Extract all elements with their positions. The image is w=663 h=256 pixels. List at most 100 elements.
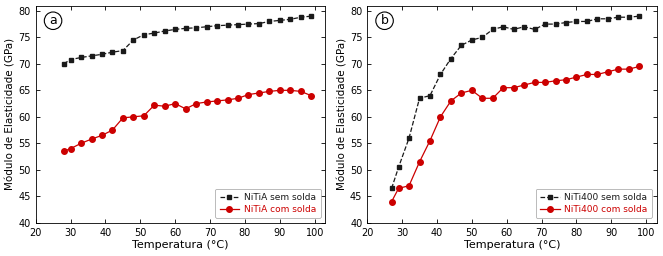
NiTi400 sem solda bbox=[478, 36, 486, 39]
NiTiA sem solda bbox=[203, 25, 211, 28]
Y-axis label: Módulo de Elasticidade (GPa): Módulo de Elasticidade (GPa) bbox=[337, 38, 347, 190]
NiTiA sem solda bbox=[66, 58, 74, 61]
NiTi400 com solda bbox=[615, 68, 623, 71]
NiTi400 sem solda bbox=[394, 166, 402, 169]
NiTiA com solda bbox=[276, 89, 284, 92]
NiTi400 com solda bbox=[552, 79, 560, 82]
NiTi400 sem solda bbox=[436, 73, 444, 76]
NiTi400 com solda bbox=[468, 89, 476, 92]
NiTiA com solda bbox=[77, 142, 85, 145]
NiTiA com solda bbox=[213, 99, 221, 102]
X-axis label: Temperatura (°C): Temperatura (°C) bbox=[463, 240, 560, 250]
NiTiA sem solda bbox=[119, 49, 127, 52]
NiTi400 sem solda bbox=[520, 25, 528, 28]
NiTiA com solda bbox=[223, 98, 231, 101]
NiTiA sem solda bbox=[129, 38, 137, 41]
NiTiA com solda bbox=[307, 94, 315, 97]
NiTiA com solda bbox=[192, 102, 200, 105]
NiTiA com solda bbox=[129, 115, 137, 118]
NiTi400 sem solda bbox=[625, 16, 633, 19]
NiTi400 sem solda bbox=[593, 17, 601, 20]
NiTi400 com solda bbox=[478, 97, 486, 100]
NiTi400 sem solda bbox=[426, 94, 434, 97]
NiTiA com solda bbox=[98, 134, 106, 137]
NiTi400 sem solda bbox=[635, 15, 643, 18]
NiTi400 sem solda bbox=[583, 20, 591, 23]
NiTiA sem solda bbox=[88, 54, 95, 57]
NiTiA com solda bbox=[234, 97, 242, 100]
NiTiA sem solda bbox=[140, 33, 148, 36]
NiTiA sem solda bbox=[223, 24, 231, 27]
NiTi400 sem solda bbox=[510, 28, 518, 31]
NiTi400 com solda bbox=[510, 86, 518, 89]
NiTiA sem solda bbox=[245, 23, 253, 26]
Text: b: b bbox=[381, 14, 389, 27]
NiTi400 com solda bbox=[426, 139, 434, 142]
NiTi400 com solda bbox=[405, 184, 413, 187]
NiTi400 sem solda bbox=[530, 28, 538, 31]
NiTi400 sem solda bbox=[447, 57, 455, 60]
NiTiA com solda bbox=[119, 116, 127, 120]
Line: NiTi400 sem solda: NiTi400 sem solda bbox=[389, 14, 642, 191]
NiTiA com solda bbox=[109, 129, 117, 132]
NiTi400 com solda bbox=[499, 86, 507, 89]
NiTiA com solda bbox=[245, 93, 253, 96]
NiTi400 sem solda bbox=[499, 25, 507, 28]
NiTiA com solda bbox=[140, 114, 148, 117]
NiTiA sem solda bbox=[307, 15, 315, 18]
NiTi400 sem solda bbox=[489, 28, 497, 31]
NiTi400 com solda bbox=[457, 91, 465, 94]
NiTi400 sem solda bbox=[405, 136, 413, 140]
NiTi400 com solda bbox=[562, 78, 570, 81]
NiTi400 com solda bbox=[541, 81, 549, 84]
NiTi400 sem solda bbox=[468, 38, 476, 41]
NiTiA sem solda bbox=[160, 29, 168, 33]
NiTi400 sem solda bbox=[604, 17, 612, 20]
NiTiA sem solda bbox=[98, 53, 106, 56]
NiTiA com solda bbox=[203, 100, 211, 103]
NiTi400 sem solda bbox=[615, 16, 623, 19]
NiTi400 com solda bbox=[394, 187, 402, 190]
NiTiA com solda bbox=[66, 147, 74, 150]
NiTi400 com solda bbox=[625, 68, 633, 71]
NiTiA com solda bbox=[160, 105, 168, 108]
NiTi400 com solda bbox=[635, 65, 643, 68]
NiTiA com solda bbox=[60, 150, 68, 153]
NiTi400 sem solda bbox=[562, 21, 570, 24]
Line: NiTi400 com solda: NiTi400 com solda bbox=[389, 64, 642, 204]
NiTiA sem solda bbox=[60, 62, 68, 65]
Legend: NiTiA sem solda, NiTiA com solda: NiTiA sem solda, NiTiA com solda bbox=[215, 189, 321, 218]
NiTi400 sem solda bbox=[388, 187, 396, 190]
NiTiA com solda bbox=[255, 91, 263, 94]
NiTiA sem solda bbox=[265, 20, 273, 23]
NiTiA sem solda bbox=[255, 22, 263, 25]
NiTiA sem solda bbox=[182, 27, 190, 30]
NiTi400 com solda bbox=[583, 73, 591, 76]
NiTi400 com solda bbox=[572, 76, 580, 79]
NiTi400 sem solda bbox=[457, 44, 465, 47]
NiTi400 com solda bbox=[530, 81, 538, 84]
Legend: NiTi400 sem solda, NiTi400 com solda: NiTi400 sem solda, NiTi400 com solda bbox=[536, 189, 652, 218]
NiTiA sem solda bbox=[234, 23, 242, 26]
NiTiA sem solda bbox=[276, 19, 284, 22]
NiTi400 com solda bbox=[593, 73, 601, 76]
Y-axis label: Módulo de Elasticidade (GPa): Módulo de Elasticidade (GPa) bbox=[5, 38, 15, 190]
NiTiA sem solda bbox=[286, 18, 294, 21]
NiTiA com solda bbox=[182, 107, 190, 110]
NiTi400 sem solda bbox=[541, 23, 549, 26]
NiTi400 com solda bbox=[447, 99, 455, 102]
Text: a: a bbox=[49, 14, 57, 27]
NiTiA com solda bbox=[286, 89, 294, 92]
NiTi400 sem solda bbox=[416, 97, 424, 100]
NiTi400 com solda bbox=[604, 70, 612, 73]
NiTi400 sem solda bbox=[572, 20, 580, 23]
Line: NiTiA com solda: NiTiA com solda bbox=[61, 88, 314, 154]
NiTiA com solda bbox=[88, 137, 95, 141]
NiTi400 com solda bbox=[388, 200, 396, 203]
NiTi400 sem solda bbox=[552, 23, 560, 26]
NiTiA com solda bbox=[265, 90, 273, 93]
NiTiA sem solda bbox=[192, 26, 200, 29]
NiTiA com solda bbox=[297, 90, 305, 93]
NiTiA sem solda bbox=[109, 51, 117, 54]
NiTiA com solda bbox=[171, 102, 179, 105]
